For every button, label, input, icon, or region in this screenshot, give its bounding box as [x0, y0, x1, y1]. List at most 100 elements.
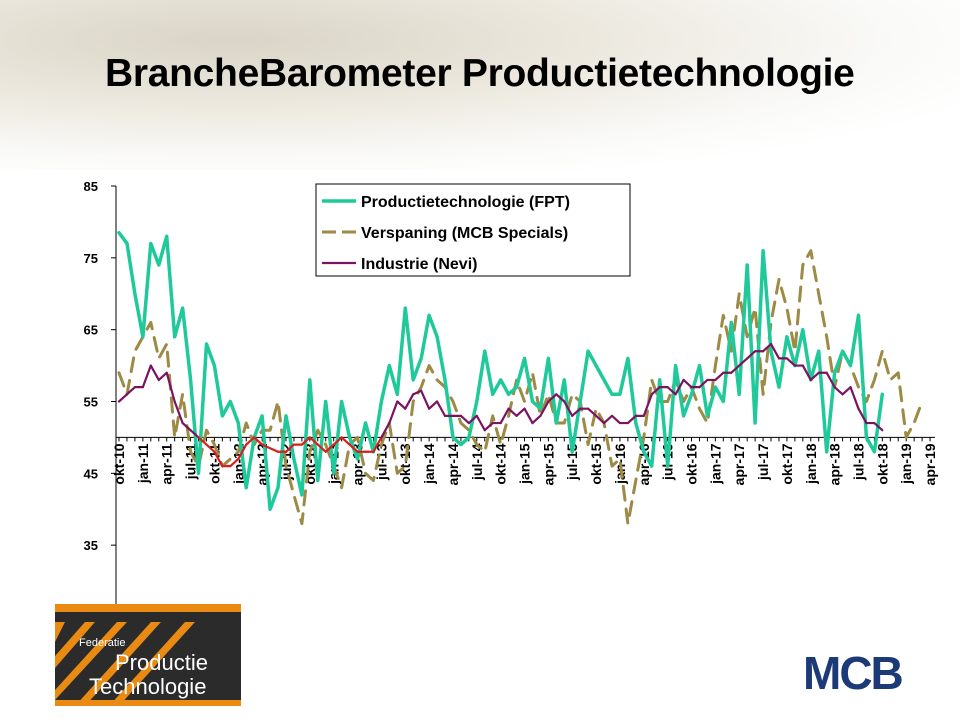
- series-segment-industrie: [189, 429, 200, 439]
- series-segment-industrie: [698, 378, 709, 389]
- series-segment-industrie: [173, 400, 184, 425]
- series-segment-industrie: [801, 364, 812, 382]
- y-tick-label: 45: [84, 466, 98, 481]
- series-segment-industrie: [125, 386, 137, 396]
- series-segment-industrie: [523, 407, 534, 425]
- series-segment-industrie: [459, 414, 470, 425]
- series-segment-industrie: [507, 407, 518, 417]
- series-segment-industrie: [674, 378, 685, 396]
- fpt-logo-productie: Productie: [115, 650, 208, 675]
- series-segment-industrie: [833, 386, 844, 396]
- series-segment-industrie: [165, 371, 176, 403]
- series-segment-industrie: [682, 378, 693, 389]
- y-tick-label: 55: [84, 395, 98, 410]
- x-tick-label: jan-18: [803, 443, 819, 485]
- series-segment-industrie: [555, 393, 566, 403]
- series-segment-industrie: [435, 400, 447, 417]
- series-segment-industrie: [157, 371, 168, 382]
- x-tick-label: apr-14: [445, 443, 461, 485]
- x-tick-label: jul-18: [850, 443, 866, 481]
- series-segment-industrie: [730, 364, 741, 374]
- series-segment-industrie: [396, 400, 407, 410]
- mcb-logo: MCB: [803, 647, 904, 699]
- series-segment-industrie: [499, 407, 510, 425]
- series-segment-industrie: [261, 443, 272, 450]
- y-tick-label: 65: [84, 323, 98, 338]
- series-segment-industrie: [467, 414, 478, 425]
- x-tick-label: apr-16: [636, 443, 652, 485]
- series-segment-industrie: [340, 436, 351, 446]
- series-segment-industrie: [213, 450, 224, 468]
- series-segment-industrie: [515, 407, 526, 417]
- series-segment-industrie: [539, 400, 550, 417]
- x-tick-label: apr-18: [827, 443, 843, 485]
- series-segment-industrie: [761, 342, 773, 353]
- series-segment-industrie: [714, 371, 725, 382]
- legend-label: Verspaning (MCB Specials): [361, 225, 568, 242]
- page-title: BrancheBarometer Productietechnologie: [105, 52, 855, 95]
- fpt-logo-graphic: Federatie Productie Technologie: [55, 604, 241, 706]
- series-segment-industrie: [316, 443, 327, 453]
- x-tick-label: jan-14: [421, 443, 437, 485]
- series-segment-industrie: [332, 436, 343, 446]
- series-segment-industrie: [610, 414, 622, 425]
- series-segment-industrie: [849, 386, 860, 410]
- x-tick-label: apr-11: [159, 443, 175, 484]
- series-line-productietechnologie: [117, 230, 885, 512]
- series-segment-industrie: [563, 400, 574, 417]
- series-segment-industrie: [308, 436, 319, 446]
- series-segment-industrie: [229, 457, 240, 468]
- series-segment-industrie: [412, 389, 423, 396]
- series-segment-industrie: [117, 393, 129, 403]
- fpt-logo-federatie: Federatie: [79, 637, 125, 649]
- series-segment-industrie: [475, 414, 486, 432]
- x-tick-label: apr-15: [540, 443, 556, 485]
- series-segment-industrie: [388, 400, 399, 425]
- series-segment-industrie: [650, 386, 661, 396]
- series-segment-industrie: [380, 421, 391, 439]
- series-segment-industrie: [857, 407, 868, 425]
- series-segment-industrie: [428, 400, 439, 410]
- series-segment-industrie: [626, 414, 637, 425]
- series-segment-industrie: [769, 342, 781, 360]
- fpt-logo-technologie: Technologie: [89, 674, 206, 699]
- legend-label: Productietechnologie (FPT): [361, 194, 570, 211]
- series-segment-industrie: [738, 357, 749, 367]
- series-segment-industrie: [746, 350, 757, 360]
- series-segment-industrie: [420, 389, 431, 410]
- x-tick-label: jul-13: [373, 443, 389, 481]
- x-tick-label: jan-17: [707, 443, 723, 485]
- series-segment-industrie: [642, 393, 653, 417]
- y-tick-label: 35: [84, 538, 98, 553]
- x-tick-label: okt-16: [684, 443, 700, 484]
- x-tick-label: jul-14: [469, 443, 485, 481]
- x-tick-label: okt-15: [588, 443, 604, 484]
- x-tick-label: apr-19: [922, 443, 938, 485]
- series-segment-industrie: [268, 447, 280, 453]
- series-segment-industrie: [571, 407, 582, 417]
- x-tick-label: okt-18: [874, 443, 890, 484]
- series-segment-industrie: [602, 414, 614, 425]
- x-tick-label: jan-11: [135, 443, 151, 484]
- series-segment-industrie: [205, 443, 216, 453]
- fpt-logo: Federatie Productie Technologie: [55, 604, 241, 706]
- series-segment-industrie: [785, 357, 796, 367]
- series-segment-industrie: [531, 414, 542, 425]
- x-tick-label: jul-11: [183, 443, 199, 480]
- x-tick-label: jul-17: [755, 443, 771, 481]
- series-segment-industrie: [348, 443, 359, 453]
- series-segment-industrie: [197, 436, 208, 446]
- series-segment-industrie: [483, 421, 494, 432]
- x-tick-label: okt-17: [779, 443, 795, 484]
- series-segment-industrie: [253, 436, 264, 446]
- series-segment-industrie: [873, 421, 884, 432]
- series-segment-industrie: [587, 407, 598, 417]
- x-tick-label: jul-15: [564, 443, 580, 481]
- x-tick-label: jan-15: [517, 443, 533, 485]
- series-segment-industrie: [245, 436, 256, 446]
- series-segment-industrie: [181, 421, 192, 432]
- series-segment-industrie: [547, 393, 558, 403]
- series-segment-industrie: [372, 436, 383, 453]
- series-segment-industrie: [594, 414, 606, 425]
- x-tick-label: okt-14: [493, 443, 509, 484]
